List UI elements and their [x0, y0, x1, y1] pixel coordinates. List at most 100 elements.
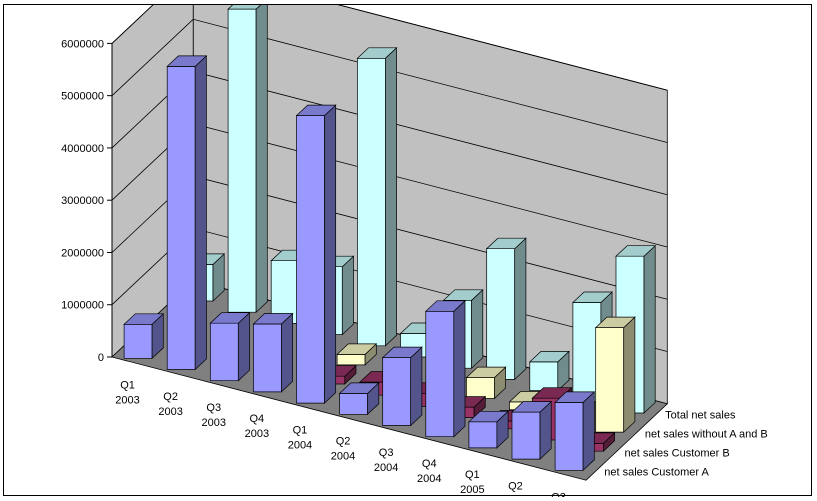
x-tick-quarter: Q2	[336, 436, 351, 448]
bar-top	[465, 366, 507, 378]
bar-3-8	[465, 366, 507, 400]
bar-side	[410, 346, 423, 427]
category-labels: Q1 2003 Q2 2003 Q3 2003 Q4 2003 Q1 2004 Q2 2004 Q3 20…	[115, 380, 570, 497]
x-tick-year: 2003	[202, 417, 226, 429]
bar-top	[468, 410, 509, 423]
x-tick-year: 2003	[158, 406, 182, 418]
bar-1-6	[338, 382, 380, 416]
bar-4-5	[356, 46, 398, 347]
bar-top	[554, 391, 596, 403]
bar-top	[594, 316, 636, 328]
y-tick-label: 3000000	[61, 195, 104, 207]
x-tick-quarter: Q3	[551, 492, 566, 497]
bar-front	[123, 323, 153, 359]
bar-side	[643, 244, 656, 414]
x-tick-quarter: Q1	[293, 424, 308, 436]
bar-1-9	[468, 410, 509, 449]
y-tick-label: 1000000	[61, 300, 104, 312]
bar-4-8	[485, 237, 527, 381]
bar-top	[295, 104, 337, 116]
bar-side	[582, 391, 595, 472]
bars	[123, 5, 657, 472]
x-tick-label: Q4 2004	[417, 458, 441, 485]
x-tick-label: Q1 2004	[288, 424, 312, 451]
x-tick-label: Q2 2004	[331, 436, 355, 463]
x-tick-year: 2005	[460, 484, 484, 496]
x-tick-quarter: Q4	[250, 413, 265, 425]
bar-side	[453, 299, 466, 438]
bar-top	[336, 343, 378, 355]
x-tick-year: 2005	[503, 495, 527, 497]
bar-side	[514, 237, 527, 381]
x-tick-year: 2003	[115, 395, 139, 407]
bar-1-3	[209, 311, 251, 382]
x-tick-quarter: Q1	[465, 469, 480, 481]
3d-column-chart: 0 1000000 2000000 3000000 4000000 5000000 6000…	[61, 5, 768, 497]
bar-front	[466, 377, 495, 399]
bar-front	[595, 327, 625, 433]
x-tick-label: Q1 2003	[115, 380, 139, 407]
y-tick-label: 4000000	[61, 143, 104, 155]
x-tick-quarter: Q3	[206, 402, 221, 414]
bar-1-1	[123, 312, 165, 360]
gridline	[111, 5, 668, 91]
gridline	[111, 18, 668, 143]
bar-side	[324, 104, 337, 404]
bar-1-11	[554, 391, 596, 472]
bar-top	[485, 237, 527, 250]
series-labels: net sales Customer A net sales Customer B…	[604, 409, 768, 478]
y-tick-label: 6000000	[61, 38, 104, 50]
x-tick-year: 2004	[417, 473, 441, 485]
x-tick-year: 2004	[374, 462, 398, 474]
bar-front	[529, 361, 559, 391]
y-tick-label: 0	[98, 352, 104, 364]
bar-side	[385, 46, 397, 347]
bar-front	[339, 393, 368, 415]
bar-side	[623, 316, 636, 433]
x-tick-year: 2003	[245, 428, 269, 440]
x-tick-year: 2004	[331, 451, 355, 463]
bar-4-2	[227, 5, 268, 314]
bar-1-8	[424, 299, 466, 438]
bar-3-5	[336, 343, 378, 366]
bar-top	[531, 387, 573, 399]
bar-top	[252, 313, 294, 325]
bar-front	[209, 322, 239, 382]
bar-top	[166, 55, 208, 67]
series-label: Total net sales	[665, 409, 736, 421]
bar-front	[296, 115, 325, 404]
x-tick-year: 2004	[288, 439, 312, 451]
bar-front	[227, 8, 257, 313]
bar-front	[357, 57, 386, 347]
bar-front	[468, 421, 498, 449]
y-tick-label: 5000000	[61, 91, 104, 103]
bar-top	[123, 313, 165, 325]
x-tick-label: Q2 2003	[158, 391, 182, 418]
bar-1-4	[252, 312, 294, 393]
bar-top	[424, 300, 466, 312]
bar-front	[336, 354, 366, 366]
bar-side	[194, 55, 207, 371]
bar-side	[281, 312, 293, 393]
x-tick-quarter: Q2	[163, 391, 178, 403]
x-tick-label: Q32005	[546, 492, 570, 497]
series-label: net sales Customer A	[604, 467, 709, 479]
x-tick-label: Q3 2003	[202, 402, 226, 429]
y-tick-label: 2000000	[61, 247, 104, 259]
bar-4-9	[528, 350, 570, 392]
bar-side	[341, 255, 354, 336]
bar-top	[572, 291, 613, 303]
bar-3-11	[594, 316, 636, 433]
bar-1-5	[295, 104, 337, 404]
bar-side	[255, 5, 268, 314]
bar-front	[511, 411, 541, 460]
bar-side	[237, 311, 250, 382]
bar-top	[338, 382, 380, 394]
bar-top	[356, 47, 398, 59]
bar-front	[425, 310, 455, 438]
bar-top	[511, 401, 553, 413]
bar-front	[486, 248, 516, 380]
bar-1-10	[511, 400, 553, 460]
x-tick-quarter: Q2	[508, 480, 523, 492]
x-tick-label: Q3 2004	[374, 447, 398, 474]
